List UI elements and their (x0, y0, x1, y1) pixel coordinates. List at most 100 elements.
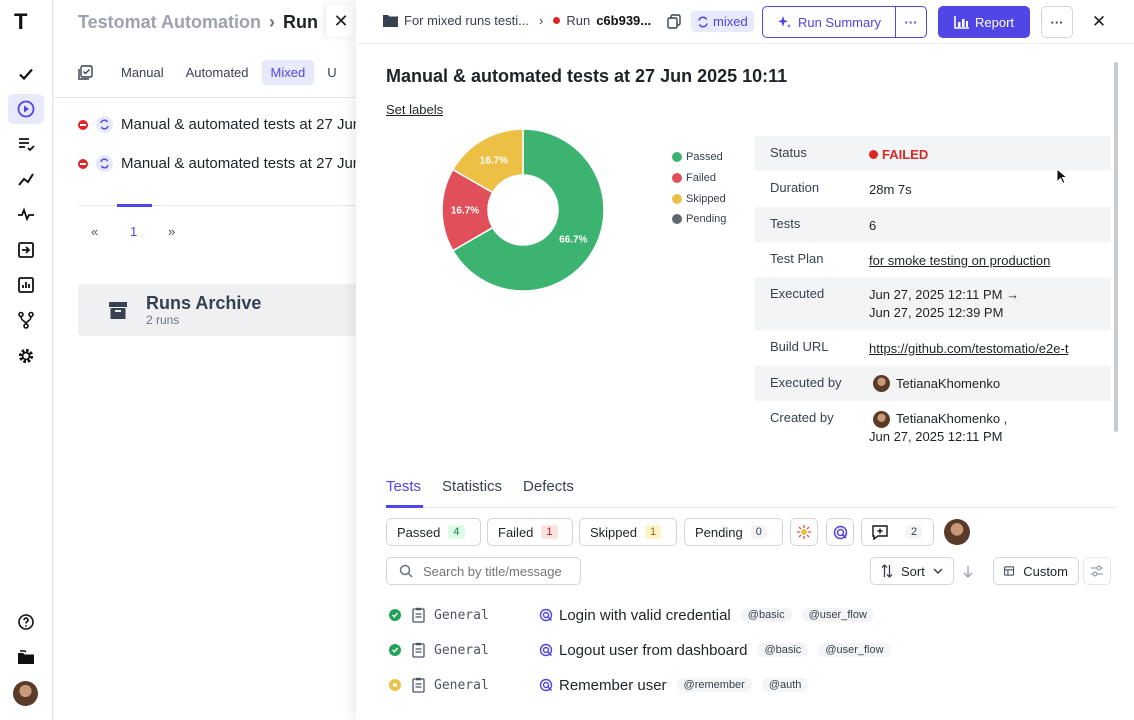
test-row[interactable]: General Logout user from dashboard @basi… (389, 640, 891, 660)
info-value: TetianaKhomenko , Jun 27, 2025 12:11 PM (869, 401, 1111, 453)
run-list-item[interactable]: Manual & automated tests at 27 Jun 2025 … (78, 116, 364, 133)
run-type-tabs: Manual Automated Mixed U (78, 60, 346, 85)
breadcrumb-run: Run (283, 12, 318, 32)
test-title[interactable]: Logout user from dashboard @basic @user_… (539, 642, 891, 659)
more-options-button[interactable]: ··· (1041, 6, 1073, 38)
legend-item-passed[interactable]: Passed (672, 147, 726, 168)
branch-icon[interactable] (8, 305, 44, 335)
set-labels-link[interactable]: Set labels (386, 102, 444, 117)
app-logo[interactable]: T (14, 9, 28, 34)
table-icon (1004, 566, 1015, 576)
view-settings-button[interactable] (1083, 557, 1111, 585)
close-icon[interactable]: ✕ (326, 5, 356, 37)
donut-slice-skipped[interactable] (451, 128, 524, 194)
filter-label: Pending (695, 524, 743, 540)
run-detail-panel: For mixed runs testi... › Run c6b939... … (356, 0, 1134, 720)
check-icon[interactable] (8, 59, 44, 89)
tab-unknown[interactable]: U (327, 65, 337, 80)
folders-icon[interactable] (8, 642, 44, 672)
legend-item-skipped[interactable]: Skipped (672, 188, 726, 209)
tag-badge[interactable]: @basic (740, 608, 792, 622)
sort-button[interactable]: Sort (870, 557, 954, 585)
filter-count: 0 (750, 525, 767, 539)
timeline-icon[interactable] (8, 164, 44, 194)
run-list-item[interactable]: Manual & automated tests at 27 Jun 2025 … (78, 155, 364, 172)
test-row[interactable]: General Remember user @remember @auth (389, 675, 809, 695)
pager-prev[interactable]: « (91, 224, 99, 239)
search-input[interactable] (423, 563, 578, 579)
tab-manual[interactable]: Manual (121, 65, 164, 80)
test-title[interactable]: Login with valid credential @basic @user… (539, 607, 874, 624)
legend-label: Passed (686, 151, 723, 164)
run-id: c6b939... (596, 13, 652, 28)
filter-count: 1 (644, 525, 662, 539)
test-row[interactable]: General Login with valid credential @bas… (389, 605, 874, 625)
pulse-icon[interactable] (8, 199, 44, 229)
info-value: FAILED (869, 136, 1111, 171)
close-panel-icon[interactable]: ✕ (1091, 12, 1107, 31)
folder-link[interactable]: For mixed runs testi... (404, 13, 529, 28)
test-plan-link[interactable]: for smoke testing on production (869, 253, 1051, 268)
copy-icon[interactable] (667, 14, 681, 32)
help-icon[interactable] (8, 607, 44, 637)
summary-more-button[interactable]: ··· (895, 6, 927, 38)
scrollbar[interactable] (1114, 62, 1118, 432)
tag-badge[interactable]: @remember (676, 678, 752, 692)
run-summary-button[interactable]: Run Summary (762, 6, 896, 38)
analytics-icon[interactable] (8, 270, 44, 300)
sort-direction-button[interactable] (954, 557, 982, 585)
multiselect-icon[interactable] (78, 65, 108, 80)
tag-badge[interactable]: @user_flow (801, 608, 874, 622)
tab-tests[interactable]: Tests (386, 478, 422, 495)
info-value: 28m 7s (869, 182, 912, 197)
panel-header: For mixed runs testi... › Run c6b939... … (356, 0, 1134, 44)
automated-icon (539, 678, 553, 692)
report-button[interactable]: Report (938, 6, 1030, 38)
assignee-filter-avatar[interactable] (944, 519, 970, 545)
bar-chart-icon (954, 15, 969, 29)
mixed-run-icon (96, 155, 113, 172)
play-circle-icon[interactable] (8, 94, 44, 124)
tab-automated[interactable]: Automated (185, 65, 249, 80)
list-check-icon[interactable] (8, 129, 44, 159)
runs-archive-card[interactable]: Runs Archive 2 runs (78, 284, 364, 336)
tag-badge[interactable]: @user_flow (818, 643, 891, 657)
donut-label: 16.7% (480, 155, 508, 166)
donut-slice-passed[interactable] (451, 128, 605, 292)
tab-mixed[interactable]: Mixed (261, 60, 315, 85)
comments-filter[interactable]: 2 (861, 518, 934, 546)
search-icon (399, 564, 413, 578)
tag-badge[interactable]: @basic (757, 643, 809, 657)
legend-item-failed[interactable]: Failed (672, 168, 726, 189)
passed-status-icon (389, 644, 401, 656)
legend-item-pending[interactable]: Pending (672, 209, 726, 230)
custom-view-button[interactable]: Custom (993, 557, 1079, 585)
runs-breadcrumb: Testomat Automation › Run (78, 12, 318, 33)
filter-skipped[interactable]: Skipped 1 (579, 518, 677, 546)
executed-end: Jun 27, 2025 12:39 PM (869, 305, 1004, 320)
flaky-filter-button[interactable] (790, 518, 818, 546)
tag-badge[interactable]: @auth (761, 678, 809, 692)
automated-filter-button[interactable] (826, 518, 854, 546)
run-info-table: Status FAILED Duration 28m 7s Tests 6 Te… (755, 136, 1111, 453)
clipboard-icon (412, 607, 425, 626)
gear-icon[interactable] (8, 341, 44, 371)
project-name[interactable]: Testomat Automation (78, 12, 261, 32)
test-title[interactable]: Remember user @remember @auth (539, 677, 809, 694)
filter-failed[interactable]: Failed 1 (487, 518, 573, 546)
pager-page[interactable]: 1 (130, 224, 138, 239)
tab-statistics[interactable]: Statistics (442, 478, 503, 495)
filter-passed[interactable]: Passed 4 (386, 518, 481, 546)
status-donut-chart: 66.7% 16.7% 16.7% (441, 128, 605, 292)
user-avatar[interactable] (13, 681, 38, 706)
status-failed-badge: FAILED (869, 147, 1111, 162)
filter-pending[interactable]: Pending 0 (684, 518, 783, 546)
legend-dot (672, 193, 682, 204)
search-box[interactable] (386, 557, 581, 585)
import-icon[interactable] (8, 235, 44, 265)
tab-defects[interactable]: Defects (523, 478, 574, 495)
pager-next[interactable]: » (168, 224, 176, 239)
info-key: Tests (770, 216, 801, 231)
clipboard-icon (412, 677, 425, 696)
build-url-link[interactable]: https://github.com/testomatio/e2e-t (869, 341, 1069, 356)
